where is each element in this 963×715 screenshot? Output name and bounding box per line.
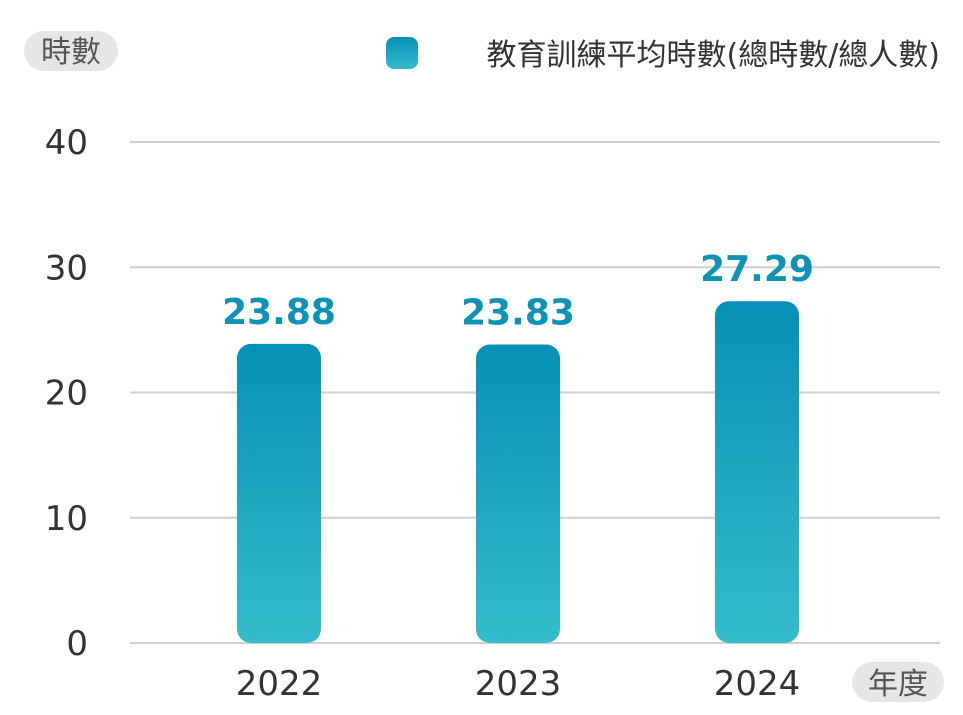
legend: 教育訓練平均時數(總時數/總人數) bbox=[386, 37, 940, 73]
bar-2023 bbox=[476, 344, 560, 643]
legend-label: 教育訓練平均時數(總時數/總人數) bbox=[486, 38, 940, 73]
y-tick-label: 10 bbox=[45, 499, 88, 539]
y-tick-label: 30 bbox=[45, 248, 88, 288]
x-axis-unit: 年度 bbox=[852, 662, 944, 702]
legend-swatch bbox=[386, 37, 418, 69]
data-label-2023: 23.83 bbox=[461, 293, 575, 334]
x-axis-categories: 2022 2023 2024 bbox=[236, 664, 801, 704]
y-axis-ticks: 0 10 20 30 40 bbox=[45, 123, 88, 664]
data-label-2022: 23.88 bbox=[222, 292, 336, 333]
y-axis-unit-label: 時數 bbox=[41, 35, 101, 70]
x-axis-unit-label: 年度 bbox=[868, 667, 928, 702]
bar-2024 bbox=[715, 301, 799, 643]
y-tick-label: 40 bbox=[45, 123, 88, 163]
data-labels: 23.88 23.83 27.29 bbox=[222, 249, 814, 333]
bars bbox=[237, 301, 799, 643]
y-axis-unit-pill bbox=[24, 31, 118, 71]
x-tick-label: 2023 bbox=[475, 664, 562, 704]
bar-2022 bbox=[237, 343, 321, 643]
y-tick-label: 20 bbox=[45, 374, 88, 414]
data-label-2024: 27.29 bbox=[700, 249, 814, 290]
x-tick-label: 2022 bbox=[236, 664, 323, 704]
x-tick-label: 2024 bbox=[714, 664, 801, 704]
x-axis-unit-pill bbox=[852, 662, 944, 702]
y-axis-unit: 時數 bbox=[24, 31, 118, 71]
y-tick-label: 0 bbox=[66, 624, 88, 664]
